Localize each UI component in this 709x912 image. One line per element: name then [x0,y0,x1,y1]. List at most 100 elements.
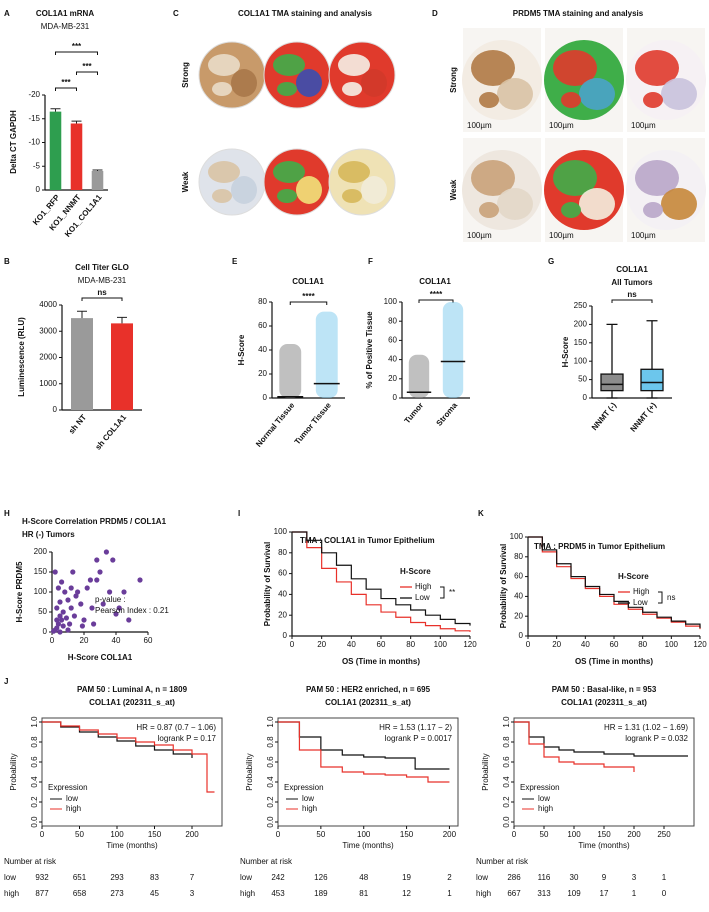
y-tick-label: 20 [388,374,397,383]
y-tick-label: -15 [28,114,40,123]
tma-core [263,148,331,216]
tissue-region [231,176,257,204]
risk-table-value: 932 [35,873,49,882]
x-tick-label: 0 [512,830,517,839]
tissue-region [479,202,499,218]
y-tick-label: -5 [33,161,41,170]
y-tick-label: 100 [34,587,48,596]
tissue-region [296,176,322,204]
risk-table-row-label: low [240,873,252,882]
y-tick-label: 0.6 [266,756,275,768]
survival-curve [528,536,701,629]
tissue-region [635,50,679,86]
point [51,628,57,634]
risk-table-value: 273 [110,889,124,898]
point [55,585,62,591]
row-label: Weak [181,171,190,192]
point [65,627,71,633]
risk-table-value: 1 [662,873,667,882]
risk-table-value: 667 [507,889,521,898]
x-tick-label: Tumor [403,401,426,425]
risk-table-value: 286 [507,873,521,882]
bar [111,323,133,410]
panel-label: A [4,9,10,18]
scale-label: 100µm [631,121,656,130]
panel-label: I [238,509,240,518]
y-tick-label: 40 [514,592,523,601]
significance-bracket [611,299,653,303]
error-bar [50,108,61,112]
scale-label: 100µm [631,231,656,240]
tissue-region [497,78,533,110]
chart-title: Cell Titer GLO [75,263,129,272]
annotation: Pearson Index : 0.21 [95,606,169,615]
scale-label: 100µm [549,121,574,130]
point [137,577,143,583]
y-tick-label: 40 [258,345,267,354]
y-tick-label: 0.0 [266,816,275,828]
chart-title: PAM 50 : Luminal A, n = 1809 [77,685,188,694]
chart-subtitle: COL1A1 (202311_s_at) [561,698,647,707]
row-label: Strong [449,67,458,93]
survival-curve [514,721,635,772]
survival-curve [292,531,471,632]
y-tick-label: 0.8 [502,736,511,748]
x-tick-label: 150 [597,830,611,839]
significance-label: ns [97,288,107,297]
significance-bracket [55,87,77,91]
point [91,621,97,627]
x-tick-label: 50 [540,830,549,839]
tissue-region [342,189,362,203]
point [94,557,100,563]
legend-label: high [538,804,553,813]
y-axis-label: H-Score PRDM5 [15,561,24,622]
tissue-region [212,82,232,96]
significance-label: **** [302,292,315,301]
x-tick-label: 50 [75,830,84,839]
risk-table-title: Number at risk [4,857,57,866]
x-tick-label: 250 [657,830,671,839]
bar [91,171,104,190]
error-bar [92,169,103,171]
tissue-region [553,160,597,196]
point [116,605,122,611]
tissue-region [661,188,697,220]
point [73,593,79,599]
tissue-region [338,161,370,183]
chart-subtitle: MDA-MB-231 [78,276,127,285]
y-tick-label: 0.8 [30,736,39,748]
point [65,597,71,603]
x-tick-label: 20 [552,640,561,649]
risk-table-value: 109 [567,889,581,898]
x-tick-label: 100 [567,830,581,839]
risk-table-value: 30 [570,873,579,882]
panel-label: K [478,509,484,518]
legend-label: Low [415,593,430,602]
point [94,577,100,583]
annotation: p-value : [95,595,126,604]
y-tick-label: 200 [574,320,588,329]
legend-label: low [538,794,550,803]
y-tick-label: 0 [36,185,41,194]
chart-title: COL1A1 [616,265,648,274]
annotation: logrank P = 0.0017 [385,734,453,743]
box [640,368,664,392]
y-axis-label: Probability [9,753,18,790]
x-axis-label: OS (Time in months) [575,657,653,666]
x-tick-label: 100 [357,830,371,839]
x-tick-label: 60 [377,640,386,649]
y-tick-label: 80 [278,548,287,557]
significance-label: *** [61,78,71,87]
risk-table-row-label: high [476,889,491,898]
survival-curve [42,721,193,758]
legend-title: Expression [520,783,560,792]
y-tick-label: -20 [28,90,40,99]
x-tick-label: 40 [112,636,121,645]
risk-table-value: 658 [73,889,87,898]
y-tick-label: 50 [38,607,47,616]
x-axis-label: Time (months) [342,841,394,850]
risk-table-value: 189 [314,889,328,898]
significance-bracket [55,51,98,55]
risk-table-row-label: low [4,873,16,882]
x-axis-label: OS (Time in months) [342,657,420,666]
